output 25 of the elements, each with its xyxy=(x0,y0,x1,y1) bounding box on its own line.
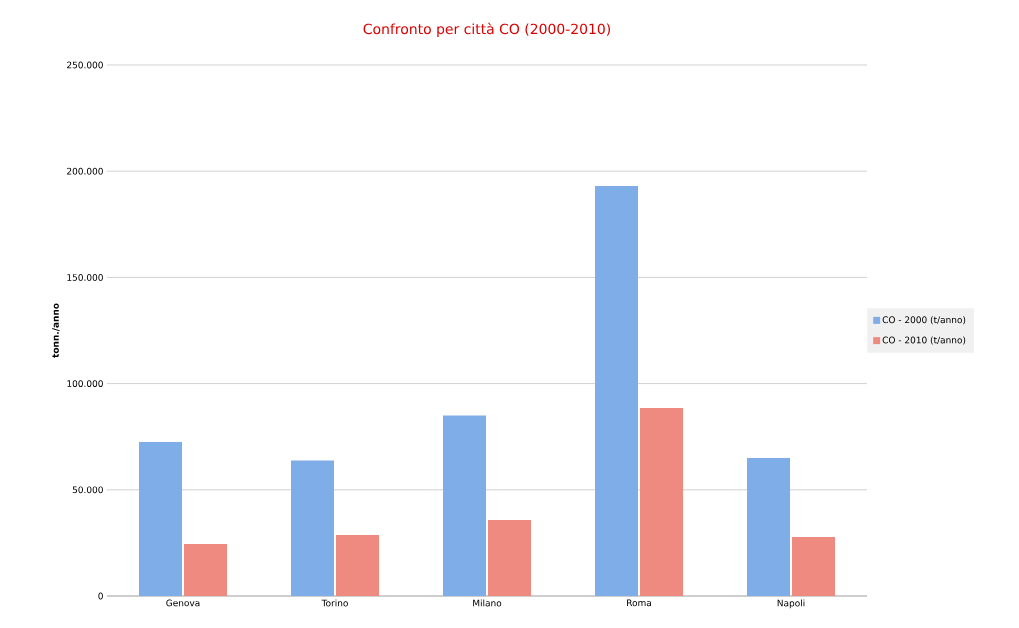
y-axis-title: tonn./anno xyxy=(52,303,60,358)
bar xyxy=(291,460,335,596)
legend-label: CO - 2010 (t/anno) xyxy=(882,336,966,345)
bar xyxy=(336,535,379,596)
x-tick-label: Roma xyxy=(627,599,651,607)
bar xyxy=(443,415,487,596)
y-tick-label: 250.000 xyxy=(67,61,103,69)
y-tick-label: 150.000 xyxy=(67,274,103,281)
x-tick-label: Torino xyxy=(321,599,348,607)
y-tick-label: 200.000 xyxy=(67,167,103,175)
bar xyxy=(184,543,227,596)
bar xyxy=(488,519,531,596)
bar xyxy=(747,457,791,596)
y-tick-label: 0 xyxy=(98,592,103,600)
chart-title: Confronto per città CO (2000-2010) xyxy=(363,22,610,37)
y-tick-label: 50.000 xyxy=(72,486,103,494)
bar xyxy=(792,536,835,596)
bar xyxy=(139,442,182,596)
x-tick-label: Genova xyxy=(166,599,200,607)
bar xyxy=(595,186,639,596)
bar xyxy=(640,408,683,596)
legend-label: CO - 2000 (t/anno) xyxy=(882,316,966,325)
x-tick-label: Milano xyxy=(473,599,502,607)
y-tick-label: 100.000 xyxy=(67,380,103,387)
x-tick-label: Napoli xyxy=(777,599,805,609)
